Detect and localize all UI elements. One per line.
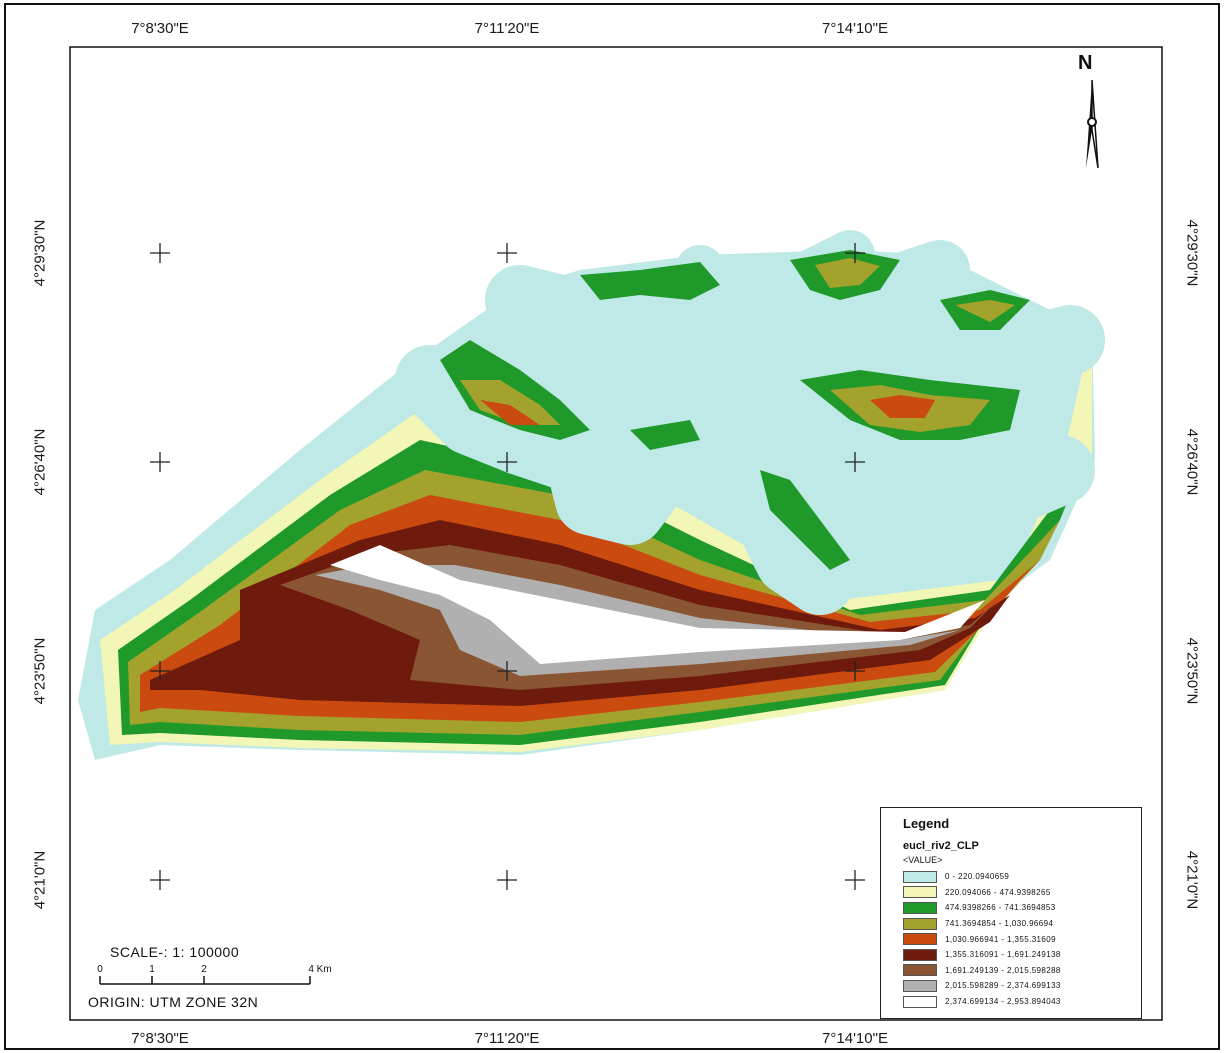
legend-item: 1,691.249139 - 2,015.598288 (903, 963, 1141, 979)
legend-field-name: <VALUE> (903, 855, 943, 865)
legend-item: 741.3694854 - 1,030.96694 (903, 916, 1141, 932)
north-label: N (1078, 52, 1093, 74)
channel-branch (530, 240, 970, 450)
projection-origin: ORIGIN: UTM ZONE 32N (88, 994, 259, 1010)
right-lat-label-3: 4°23'50"N (1183, 637, 1201, 705)
scale-tick-4km: 4 Km (308, 964, 332, 975)
legend-swatch (903, 870, 937, 883)
bottom-lon-label-2: 7°11'20"E (474, 1030, 540, 1047)
zone-island (955, 300, 1015, 322)
distance-zones (78, 230, 1105, 760)
left-lat-label-2: 4°26'40"N (31, 428, 49, 496)
zone-island (460, 380, 560, 425)
zone-island (870, 395, 935, 418)
bottom-lon-label-1: 7°8'30"E (131, 1030, 189, 1047)
zone-island (760, 470, 850, 570)
scale-title: SCALE-: 1: 100000 (110, 944, 240, 960)
channel-branch (485, 265, 1105, 455)
legend-item: 1,355.316091 - 1,691.249138 (903, 947, 1141, 963)
legend-item: 1,030.966941 - 1,355.31609 (903, 931, 1141, 947)
legend-item-label: 1,030.966941 - 1,355.31609 (945, 934, 1056, 944)
legend-box: Legend eucl_riv2_CLP <VALUE> 0 - 220.094… (880, 807, 1142, 1019)
legend-item: 2,374.699134 - 2,953.894043 (903, 994, 1141, 1010)
right-lat-label-1: 4°29'30"N (1183, 219, 1201, 287)
zone-island (580, 262, 720, 300)
bottom-lon-label-3: 7°14'10"E (822, 1030, 888, 1047)
left-lat-label-4: 4°21'0"N (31, 850, 49, 910)
legend-layer-name: eucl_riv2_CLP (903, 840, 979, 852)
zone-island (630, 420, 700, 450)
graticule-crosses (150, 243, 865, 890)
legend-item-label: 741.3694854 - 1,030.96694 (945, 919, 1054, 929)
legend-swatch (903, 933, 937, 946)
right-lat-label-2: 4°26'40"N (1183, 428, 1201, 496)
zone-class-10 (485, 588, 760, 658)
legend-swatch (903, 917, 937, 930)
scale-tick-0: 0 (97, 964, 103, 975)
top-lon-label-2: 7°11'20"E (474, 20, 540, 37)
legend-item-label: 2,374.699134 - 2,953.894043 (945, 997, 1061, 1007)
zone-island (815, 258, 880, 288)
legend-item-label: 1,691.249139 - 2,015.598288 (945, 965, 1061, 975)
legend-item-label: 0 - 220.0940659 (945, 872, 1010, 882)
scale-tick-1: 1 (149, 964, 155, 975)
scale-tick-2: 2 (201, 964, 207, 975)
legend-item-label: 1,355.316091 - 1,691.249138 (945, 950, 1061, 960)
legend-swatch (903, 979, 937, 992)
top-lon-label-1: 7°8'30"E (131, 20, 189, 37)
legend-item: 474.9398266 - 741.3694853 (903, 900, 1141, 916)
left-lat-label-1: 4°29'30"N (31, 219, 49, 287)
legend-item: 0 - 220.0940659 (903, 869, 1141, 885)
north-arrow-icon (1086, 79, 1099, 169)
zone-island (480, 400, 540, 425)
legend-swatch (903, 901, 937, 914)
legend-swatch (903, 886, 937, 899)
legend-swatch (903, 995, 937, 1008)
top-lon-label-3: 7°14'10"E (822, 20, 888, 37)
legend-swatch (903, 964, 937, 977)
legend-title: Legend (903, 816, 950, 831)
outer-frame (4, 3, 1220, 1050)
scale-bar-graphic (99, 976, 311, 985)
right-lat-label-4: 4°21'0"N (1183, 850, 1201, 910)
channel-branch (395, 345, 1095, 615)
legend-item-label: 474.9398266 - 741.3694853 (945, 903, 1056, 913)
legend-classes: 0 - 220.0940659 220.094066 - 474.9398265 4… (903, 869, 1141, 1009)
left-lat-label-3: 4°23'50"N (31, 637, 49, 705)
legend-item-label: 220.094066 - 474.9398265 (945, 887, 1051, 897)
zone-class-9 (330, 545, 985, 664)
scale-bar: SCALE-: 1: 100000 0 1 2 4 Km ORIGIN: UTM… (86, 944, 346, 1014)
legend-swatch (903, 948, 937, 961)
legend-item: 220.094066 - 474.9398265 (903, 885, 1141, 901)
legend-item: 2,015.598289 - 2,374.699133 (903, 978, 1141, 994)
legend-item-label: 2,015.598289 - 2,374.699133 (945, 981, 1061, 991)
